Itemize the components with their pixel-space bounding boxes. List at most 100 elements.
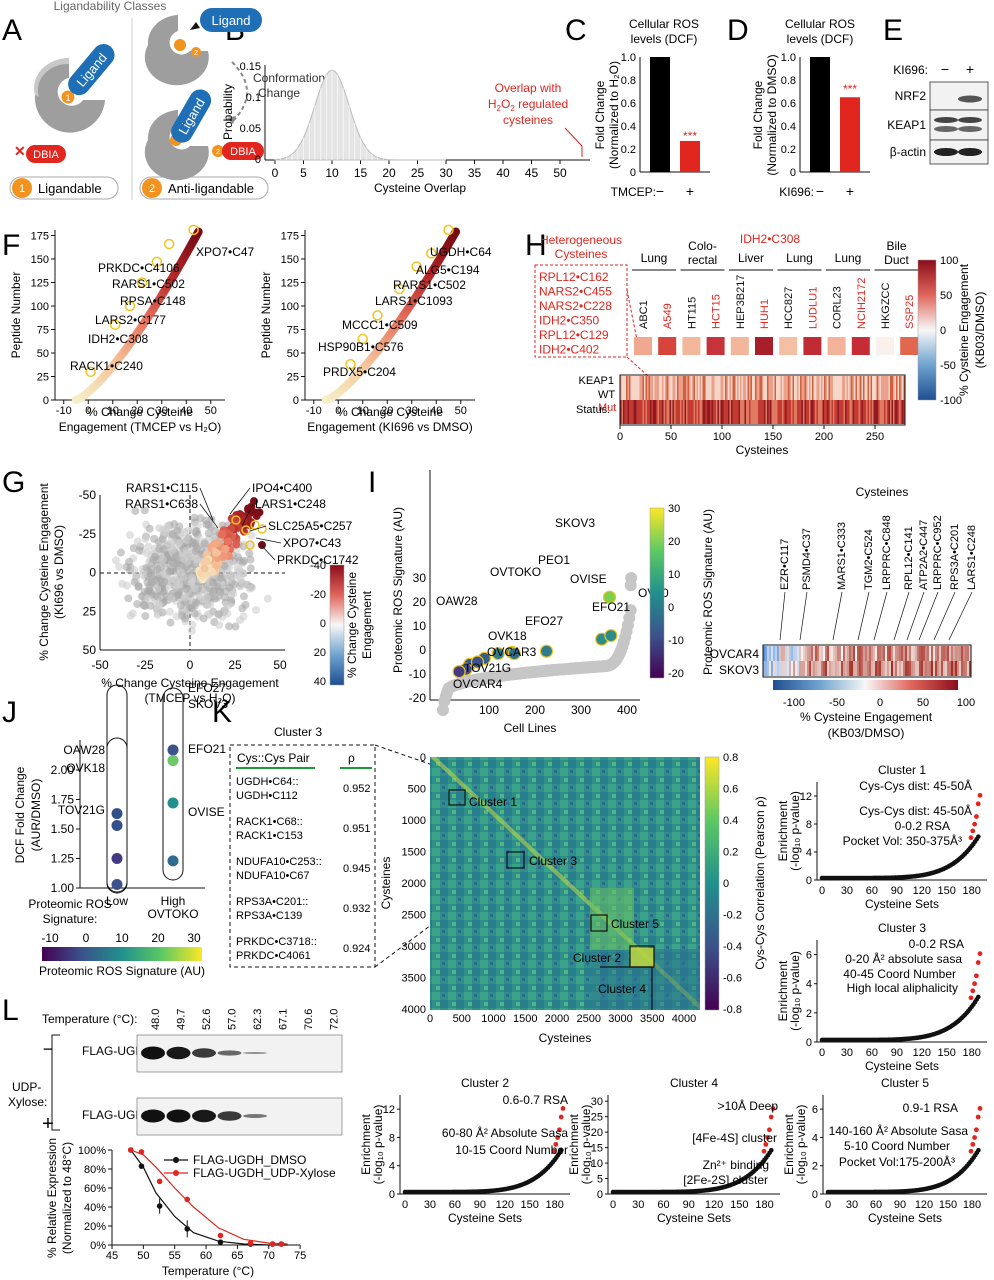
k-pair-a-1: RACK1•C68:: (236, 816, 303, 828)
h-het-item-5: IDH2•C402 (539, 343, 600, 357)
f-xtick-5: 40 (430, 405, 442, 417)
h-tissue-3: Lung (786, 251, 813, 265)
ligandable-site-number: 1 (65, 93, 70, 103)
k-xtick-4: 2000 (545, 1013, 569, 1025)
c-bar-tmcep (680, 140, 700, 172)
f-xtick-0: -10 (306, 405, 322, 417)
i-ytick-5: 30 (413, 571, 427, 585)
i-point-5 (507, 646, 521, 661)
h-xtick-1: 50 (665, 431, 677, 443)
b-ytick-1: 0.05 (240, 123, 261, 135)
i-point-9 (452, 664, 466, 679)
k-xtick-3: 1500 (513, 1013, 537, 1025)
j-ytick-0: 1.00 (51, 881, 75, 895)
i-xlabel: Cell Lines (504, 721, 557, 735)
enrich-c1-xtick-2: 60 (866, 885, 878, 897)
l-temp-7: 72.0 (329, 1009, 341, 1030)
j-low: Low (106, 894, 128, 908)
f-label-6: PRDX5•C204 (323, 365, 396, 379)
i-xtick-2: 200 (525, 703, 545, 717)
g-ytick-0: -50 (79, 488, 97, 502)
k-cbar-tick-4: 0 (723, 878, 729, 890)
enrich-c2-xtick-1: 30 (424, 1199, 436, 1211)
enrich-c4-note-3: [2Fe-2S] cluster (683, 1173, 768, 1187)
f-xtick-4: 30 (156, 405, 168, 417)
enrich-c5-xtick-1: 30 (846, 1199, 858, 1211)
i-hm-tick-2: 0 (877, 697, 883, 709)
j-cbar-tick-2: 10 (115, 931, 129, 945)
class1-number: 1 (19, 183, 25, 195)
j-dot-5 (167, 755, 179, 767)
enrich-c2-ytick-1: 4 (389, 1161, 395, 1173)
l-point-1-5 (247, 1240, 254, 1246)
e-treat: KI696: (893, 63, 928, 77)
enrich-c4-ytick-0: 0 (597, 1189, 603, 1201)
j-low-label-3: OVTOKO (147, 907, 198, 921)
g-xtick-4: 50 (273, 658, 287, 672)
h-cbar-tick-0: 100 (940, 255, 958, 267)
h-status: Status: (576, 404, 610, 416)
k-xtick-7: 3500 (640, 1013, 664, 1025)
l-band-2: FLAG-UGDH (82, 1108, 153, 1122)
f-ytick-0: 0 (293, 395, 299, 407)
j-dot-7 (167, 855, 179, 867)
b-xtick-4: 20 (382, 166, 396, 180)
k-xtick-2: 1000 (481, 1013, 505, 1025)
g-xtick-3: 25 (228, 658, 242, 672)
enrich-c4-ylabel-2: (-log₁₀ p-value) (579, 1105, 593, 1185)
i-xtick-4: 400 (617, 703, 637, 717)
enrich-c5-ylabel-2: (-log₁₀ p-value) (794, 1105, 808, 1185)
c-sig: *** (683, 129, 697, 143)
h-idh: IDH2•C308 (740, 232, 801, 246)
g-xlabel-2: (TMCEP vs H₂O) (144, 691, 235, 705)
enrich-c3-xtick-3: 90 (891, 1047, 903, 1059)
g-ytick-2: 0 (89, 566, 96, 580)
i-hm-col-2: MARS1•C333 (836, 522, 848, 590)
j-high-label-1: SKOV3 (188, 697, 228, 711)
i-point-7 (470, 655, 485, 669)
j-ytick-3: 1.75 (51, 793, 75, 807)
h-xtick-0: 0 (617, 431, 623, 443)
i-hm-tick-0: -100 (783, 697, 805, 709)
l-temp-6: 70.6 (303, 1009, 315, 1030)
g-ytick-4: 50 (83, 643, 97, 657)
j-high-label-3: OVISE (188, 805, 225, 819)
h-cell-4: HEP3B217 (735, 275, 747, 329)
enrich-c3-ytick-1: 2 (806, 1008, 812, 1020)
l-point-1-1 (138, 1149, 145, 1155)
panel-letter-l: L (2, 994, 19, 1027)
f-xlabel-2a: % Change Cysteine (337, 405, 443, 419)
enrich-c3-ylabel-1: Enrichment (776, 960, 790, 1021)
f-xtick-1: 0 (85, 405, 91, 417)
k-ytick-7: 3500 (402, 973, 426, 985)
k-ytick-4: 2000 (402, 878, 426, 890)
h-square-4 (730, 337, 749, 355)
i-cbar-tick-3: 0 (668, 602, 674, 614)
protein-ligandable: 1 Ligand ✕ DBIA (14, 44, 115, 163)
g-label-3: LARS1•C248 (255, 497, 326, 511)
f-label-3: RPSA•C148 (120, 294, 186, 308)
k-cluster-5: Cluster 5 (611, 917, 659, 931)
h-het-item-2: NARS2•C228 (539, 299, 612, 313)
enrich-c4-xtick-4: 120 (705, 1199, 723, 1211)
i-hm-col-9: LARS1•C248 (966, 525, 978, 590)
conformational-label: Conformational (253, 71, 334, 85)
k-ytick-3: 1500 (402, 847, 426, 859)
b-annot-2: H2O2 regulated (488, 97, 568, 113)
enrich-c1-ylabel-1: Enrichment (776, 800, 790, 861)
i-cbar-tick-5: -20 (668, 668, 684, 680)
enrich-c2-xtick-5: 150 (521, 1199, 539, 1211)
i-point-3 (539, 644, 554, 658)
k-xtick-6: 3000 (608, 1013, 632, 1025)
h-cell-6: HCC827 (783, 287, 795, 329)
l-series-line-1 (130, 1149, 288, 1245)
enrich-c1-xtick-3: 90 (891, 885, 903, 897)
h-xtick-2: 100 (713, 431, 731, 443)
enrich-c4-xtick-1: 30 (632, 1199, 644, 1211)
j-dot-0 (111, 808, 123, 820)
d-ytick-4: 0.8 (781, 75, 796, 87)
panel-letter-h: H (525, 229, 547, 262)
l-ytick-0: 0% (90, 1240, 106, 1252)
f-ytick-6: 150 (281, 254, 299, 266)
f-xlabel-1b: Engagement (TMCEP vs H₂O) (59, 420, 222, 434)
